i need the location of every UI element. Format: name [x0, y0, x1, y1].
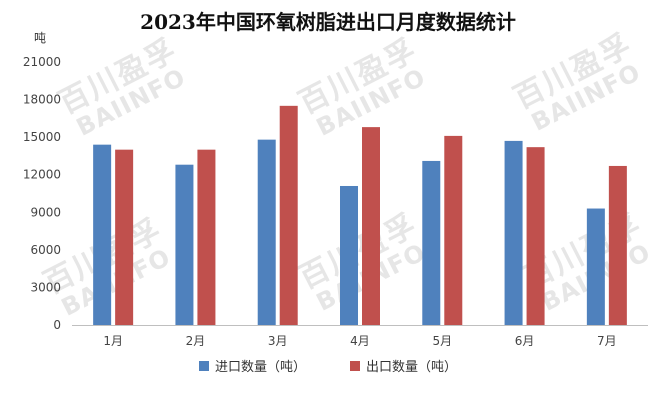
y-tick-label: 3000	[30, 280, 61, 294]
bar-export	[362, 127, 380, 325]
y-tick-label: 18000	[23, 93, 61, 107]
bar-import	[340, 185, 358, 325]
bar-import	[504, 140, 523, 325]
bar-import	[93, 144, 112, 325]
bar-import	[257, 139, 276, 325]
y-tick-label: 0	[53, 318, 61, 332]
legend-swatch-export	[350, 360, 360, 371]
chart-legend: 进口数量（吨） 出口数量（吨）	[0, 356, 656, 375]
chart-title: 2023年中国环氧树脂进出口月度数据统计	[140, 10, 516, 34]
y-tick-label: 21000	[23, 55, 61, 69]
legend-item-import: 进口数量（吨）	[198, 356, 306, 375]
x-tick-label: 1月	[103, 334, 123, 348]
bar-import	[175, 164, 194, 325]
bar-export	[115, 149, 134, 325]
bar-import	[586, 208, 605, 325]
legend-label-export: 出口数量（吨）	[366, 360, 458, 375]
bar-export	[444, 135, 463, 325]
y-tick-label: 6000	[30, 243, 61, 257]
y-axis-unit-label: 吨	[34, 31, 47, 45]
bar-import	[422, 160, 441, 325]
y-tick-label: 12000	[23, 168, 61, 182]
bar-export	[608, 165, 627, 325]
y-tick-label: 15000	[23, 130, 61, 144]
legend-label-import: 进口数量（吨）	[214, 360, 306, 375]
x-tick-label: 5月	[432, 334, 452, 348]
legend-swatch-import	[198, 360, 209, 371]
bar-export	[197, 149, 216, 325]
bar-export	[279, 105, 298, 325]
x-tick-label: 6月	[515, 334, 535, 348]
x-tick-label: 3月	[268, 334, 288, 348]
x-tick-label: 2月	[186, 334, 206, 348]
legend-item-export: 出口数量（吨）	[350, 356, 457, 375]
bar-export	[526, 147, 545, 325]
y-tick-label: 9000	[30, 205, 61, 219]
x-tick-label: 7月	[597, 334, 617, 348]
x-tick-label: 4月	[350, 334, 370, 348]
